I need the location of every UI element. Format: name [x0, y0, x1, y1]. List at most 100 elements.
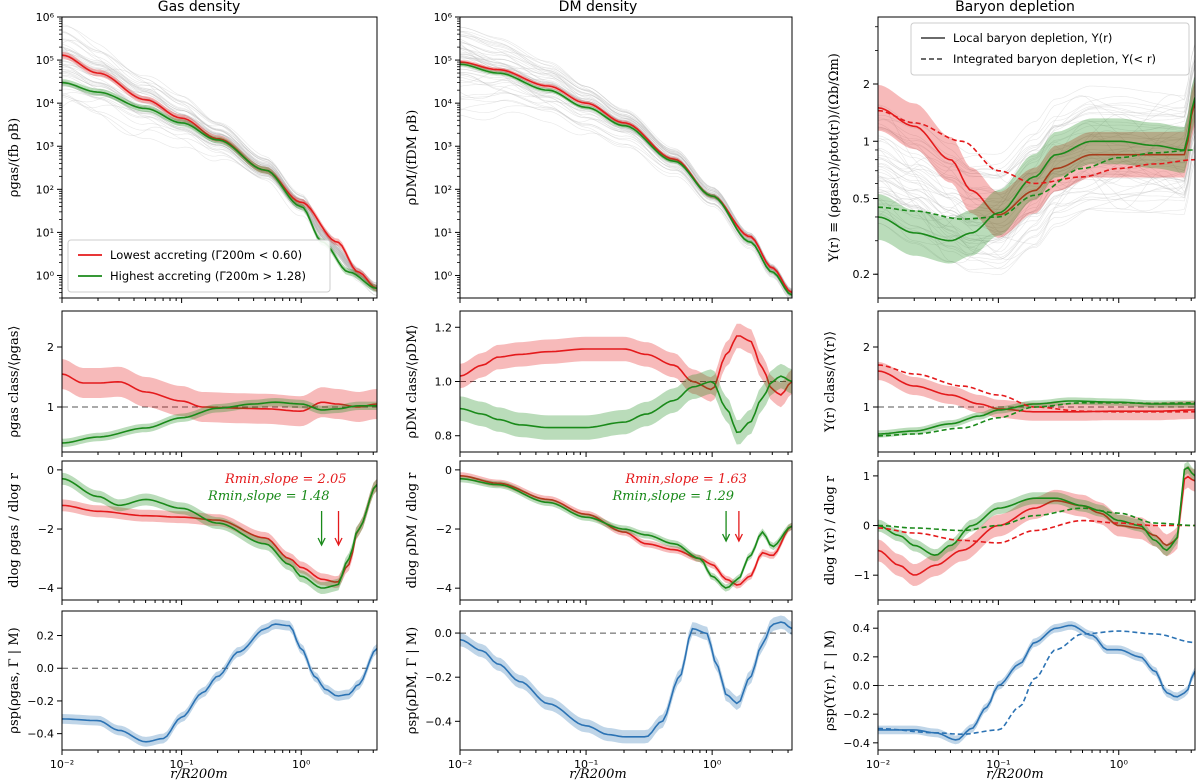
halo-profile-line: [878, 81, 1195, 211]
axes-frame: [877, 310, 1196, 453]
halo-profile-line: [460, 54, 792, 294]
confidence-band: [878, 621, 1195, 745]
halo-profile-line: [460, 59, 792, 295]
y-axis-label: ρsp(ρgas, Γ | M): [7, 627, 22, 733]
axes-frame: [877, 610, 1196, 751]
confidence-band: [460, 363, 792, 445]
y-tick-label: 10⁵: [36, 54, 54, 67]
annotation-arrowhead: [721, 533, 731, 543]
y-tick-label: 0: [47, 464, 54, 477]
halo-profile-line: [878, 146, 1195, 260]
halo-profile-line: [460, 52, 792, 294]
series-line: [460, 477, 792, 589]
halo-profile-line: [460, 55, 792, 294]
y-tick-label: 10⁰: [36, 269, 55, 282]
panels: 10⁰ 10¹ 10² 10³ 10⁴ 10⁵ 10⁶ ρgas/(fb ρB) Lowest …: [7, 11, 1196, 771]
halo-profile-line: [62, 59, 377, 288]
halo-profile-line: [460, 66, 792, 295]
halo-profile-line: [878, 72, 1195, 209]
y-tick-label: 10¹: [36, 226, 54, 239]
halo-profile-line: [460, 42, 792, 292]
halo-profile-line: [460, 105, 791, 298]
y-axis-label: ρDM class/⟨ρDM⟩: [405, 325, 420, 439]
halo-profile-line: [62, 53, 377, 288]
series-line: [62, 484, 377, 583]
axes-frame: [61, 16, 378, 299]
y-tick-label: 0.2: [37, 630, 55, 643]
halo-profile-line: [878, 141, 1195, 256]
halo-profile-line: [62, 83, 377, 291]
column-title-depletion: Baryon depletion: [955, 0, 1075, 15]
plot-area: [460, 472, 792, 592]
y-axis-label: dlog ρDM / dlog r: [405, 472, 420, 589]
halo-profile-line: [878, 115, 1195, 229]
halo-profile-line: [878, 78, 1195, 192]
panel-gas-density: 10⁰ 10¹ 10² 10³ 10⁴ 10⁵ 10⁶ ρgas/(fb ρB) Lowest …: [7, 11, 378, 303]
confidence-band: [878, 362, 1195, 421]
halo-profile-line: [62, 50, 377, 287]
series-line: [878, 402, 1195, 437]
confidence-band: [460, 475, 792, 592]
halo-profile-line: [62, 75, 377, 290]
confidence-band: [460, 323, 792, 408]
y-tick-label: 10³: [36, 140, 54, 153]
y-tick-label: 0.4: [853, 622, 871, 635]
series-line: [878, 370, 1195, 413]
plot-area: [62, 472, 377, 594]
halo-profile-line: [62, 64, 377, 288]
halo-profile-line: [878, 58, 1195, 178]
x-axis-label-dm: r/R200m: [569, 767, 627, 782]
y-tick-label: 10²: [36, 183, 54, 196]
halo-profile-line: [460, 92, 792, 298]
panel-baryon-depletion: 0.2 0.5 1 2 Υ(r) ≡ (ρgas(r)/ρtot(r))/(Ωb/Ωm)…: [827, 16, 1196, 303]
halo-profile-line: [878, 128, 1195, 238]
halo-profile-line: [460, 35, 792, 291]
halo-profile-line: [460, 64, 792, 295]
y-tick-label: −0.2: [27, 695, 54, 708]
y-tick-label: 0.2: [853, 651, 871, 664]
panel-gas-correlation: 10⁻² 10⁻¹ 10⁰ −0.4 −0.2 0.0 0.2 ρsp(ρgas, Γ | M…: [7, 610, 378, 771]
halo-profile-line: [460, 99, 789, 298]
confidence-band: [878, 397, 1195, 438]
halo-profile-line: [878, 143, 1195, 258]
halo-profile-line: [878, 91, 1195, 206]
panel-dm-density: 10⁰ 10¹ 10² 10³ 10⁴ 10⁵ 10⁶ ρDM/(fDM ρB): [405, 11, 793, 303]
y-tick-label: −0.4: [425, 715, 452, 728]
y-tick-label: 10⁵: [434, 54, 452, 67]
halo-profile-line: [878, 57, 1195, 173]
y-tick-label: −1: [854, 569, 870, 582]
annotation-arrowhead: [734, 533, 743, 543]
plot-area: [460, 615, 792, 744]
halo-profile-line: [878, 82, 1195, 227]
halo-profile-line: [460, 73, 792, 298]
confidence-band: [62, 619, 377, 747]
halo-profile-line: [878, 59, 1195, 184]
y-tick-label: 0.5: [853, 193, 871, 206]
halo-profile-line: [878, 121, 1195, 244]
y-tick-label: 10⁰: [434, 269, 453, 282]
halo-profile-line: [62, 92, 377, 292]
halo-profile-line: [460, 47, 792, 292]
halo-profile-line: [460, 30, 792, 290]
halo-profile-line: [460, 62, 792, 295]
y-tick-label: 0: [863, 520, 870, 533]
legend-entry: Local baryon depletion, Υ(r): [953, 31, 1112, 45]
halo-profile-line: [62, 88, 377, 292]
y-axis-label: dlog Υ(r) / dlog r: [823, 475, 838, 585]
confidence-band: [878, 465, 1195, 586]
y-tick-label: −2: [436, 523, 452, 536]
legend-box: [67, 239, 331, 293]
halo-profile-line: [62, 49, 377, 288]
halo-profile-line: [460, 72, 792, 296]
halo-profile-line: [62, 95, 377, 293]
halo-profile-line: [878, 126, 1195, 241]
y-axis-label: Υ(r) ≡ (ρgas(r)/ρtot(r))/(Ωb/Ωm): [827, 53, 842, 263]
halo-profile-line: [460, 30, 792, 293]
halo-profile-line: [878, 154, 1195, 264]
halo-profile-line: [62, 83, 377, 291]
halo-profile-line: [62, 63, 377, 289]
confidence-band: [878, 79, 1195, 238]
x-tick-label: 10⁻²: [448, 758, 472, 771]
halo-profile-line: [878, 149, 1195, 264]
